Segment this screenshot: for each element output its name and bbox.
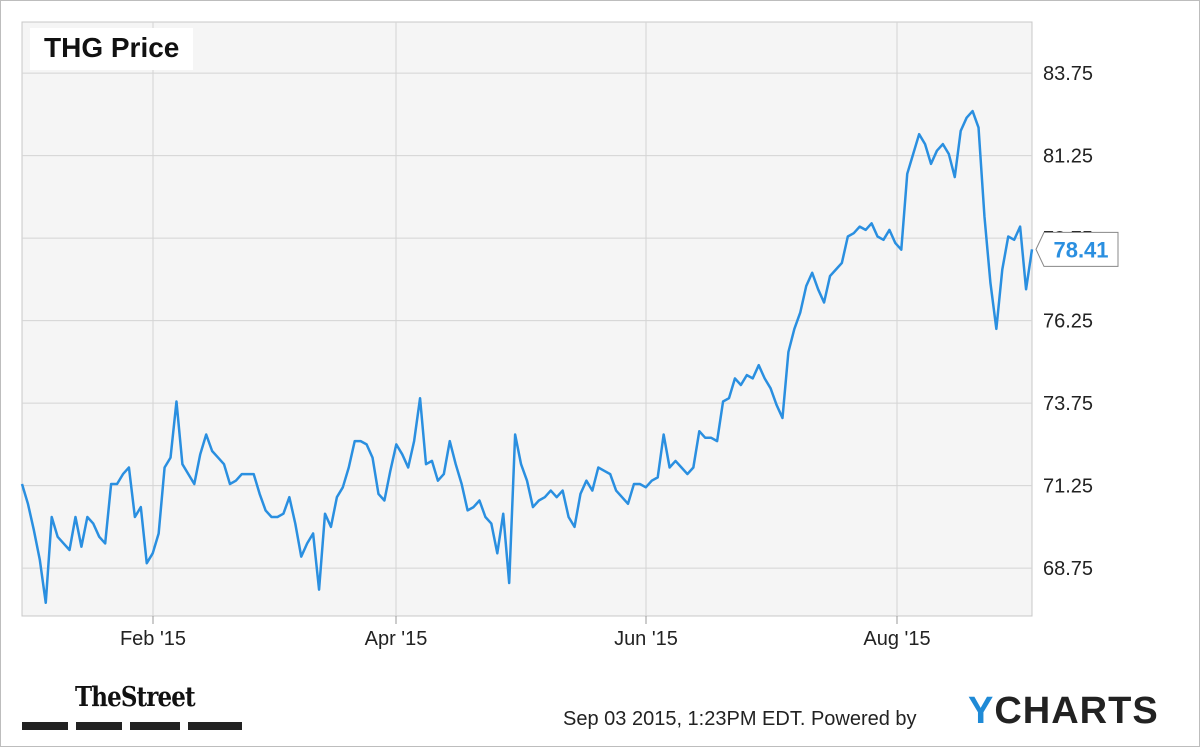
y-tick-label: 76.25 [1043,311,1093,333]
thestreet-logo: TheStreet [75,682,196,713]
x-tick-label: Jun '15 [614,628,678,650]
x-tick-label: Apr '15 [365,628,428,650]
plot-area [21,21,1033,617]
ycharts-logo-text: CHARTS [994,690,1159,732]
last-value-label: 78.41 [1053,237,1108,262]
x-tick-label: Feb '15 [120,628,186,650]
chart-title: THG Price [30,28,194,70]
price-series-line [20,109,1034,605]
x-tick-label: Aug '15 [863,628,930,650]
ycharts-logo: YCHARTS [968,692,1159,730]
ycharts-logo-y: Y [968,690,995,732]
powered-by-label: Powered by [810,708,917,730]
y-tick-label: 68.75 [1043,558,1093,580]
timestamp: Sep 03 2015, 1:23PM EDT. [563,708,806,730]
y-tick-label: 73.75 [1043,393,1093,415]
y-tick-label: 81.25 [1043,146,1093,168]
y-tick-label: 83.75 [1043,63,1093,85]
footer-text: Sep 03 2015, 1:23PM EDT. Powered by [563,708,917,731]
y-tick-label: 71.25 [1043,476,1093,498]
thestreet-logo-bars [22,722,242,732]
last-value-callout [1035,231,1119,267]
